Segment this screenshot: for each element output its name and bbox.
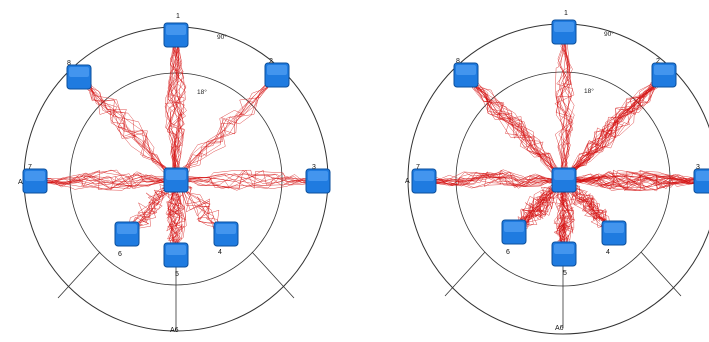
target-6 xyxy=(501,219,527,245)
target-label: 5 xyxy=(563,270,567,277)
panel-right: 1 2 3 4 5 6 7 8 90° 18° A6 A xyxy=(405,10,709,335)
target-label: 7 xyxy=(28,164,32,171)
trajectory-trace xyxy=(567,175,709,192)
target-5 xyxy=(163,242,189,268)
target-label: 5 xyxy=(175,271,179,278)
target-5 xyxy=(551,241,577,267)
target-3 xyxy=(305,168,331,194)
target-label: 8 xyxy=(67,60,71,67)
radial-line-lower-right xyxy=(640,251,682,297)
target-label: 1 xyxy=(564,10,568,17)
target-1 xyxy=(551,19,577,45)
trajectory-trace xyxy=(562,172,709,190)
trajectory-trace xyxy=(559,171,709,189)
target-label: 4 xyxy=(606,249,610,256)
bottom-label: A6 xyxy=(555,325,564,332)
target-8 xyxy=(66,64,92,90)
center-target xyxy=(551,167,577,193)
target-label: 1 xyxy=(176,13,180,20)
target-label: 3 xyxy=(696,164,700,171)
target-4 xyxy=(601,220,627,246)
panel-left: 1 2 3 4 5 6 7 8 90° 18° A6 A xyxy=(18,13,331,334)
target-3 xyxy=(693,168,709,194)
target-label: 7 xyxy=(416,164,420,171)
trajectory-trace xyxy=(177,169,322,190)
angle-label-outer: 90° xyxy=(217,33,227,41)
trajectory-trace xyxy=(564,74,669,185)
target-label: 2 xyxy=(656,58,660,65)
radial-line-lower-left xyxy=(57,251,101,299)
target-label: 4 xyxy=(218,249,222,256)
target-7 xyxy=(411,168,437,194)
radial-line-lower-right xyxy=(251,251,295,299)
trajectory-trace xyxy=(565,172,709,189)
target-8 xyxy=(453,62,479,88)
trajectory-trace xyxy=(455,74,563,183)
trajectory-trace xyxy=(568,172,709,186)
center-target xyxy=(163,167,189,193)
target-1 xyxy=(163,22,189,48)
target-label: 6 xyxy=(118,251,122,258)
targets-left: 1 2 3 4 5 6 7 8 xyxy=(22,13,331,278)
angle-label-outer: 90° xyxy=(604,30,614,38)
target-2 xyxy=(264,62,290,88)
target-label: 2 xyxy=(269,58,273,65)
bottom-label: A6 xyxy=(170,327,179,334)
target-label: 6 xyxy=(506,249,510,256)
target-2 xyxy=(651,62,677,88)
angle-label-inner: 18° xyxy=(197,88,207,96)
target-label: 3 xyxy=(312,164,316,171)
targets-right: 1 2 3 4 5 6 7 8 xyxy=(411,10,709,277)
target-7 xyxy=(22,168,48,194)
angle-label-inner: 18° xyxy=(584,87,594,95)
trajectory-trace xyxy=(77,65,175,176)
left-edge-label: A xyxy=(405,178,410,185)
trajectory-trace xyxy=(179,74,283,185)
left-edge-label: A xyxy=(18,179,23,186)
target-6 xyxy=(114,221,140,247)
radial-line-lower-left xyxy=(444,251,486,297)
target-4 xyxy=(213,221,239,247)
target-label: 8 xyxy=(456,58,460,65)
